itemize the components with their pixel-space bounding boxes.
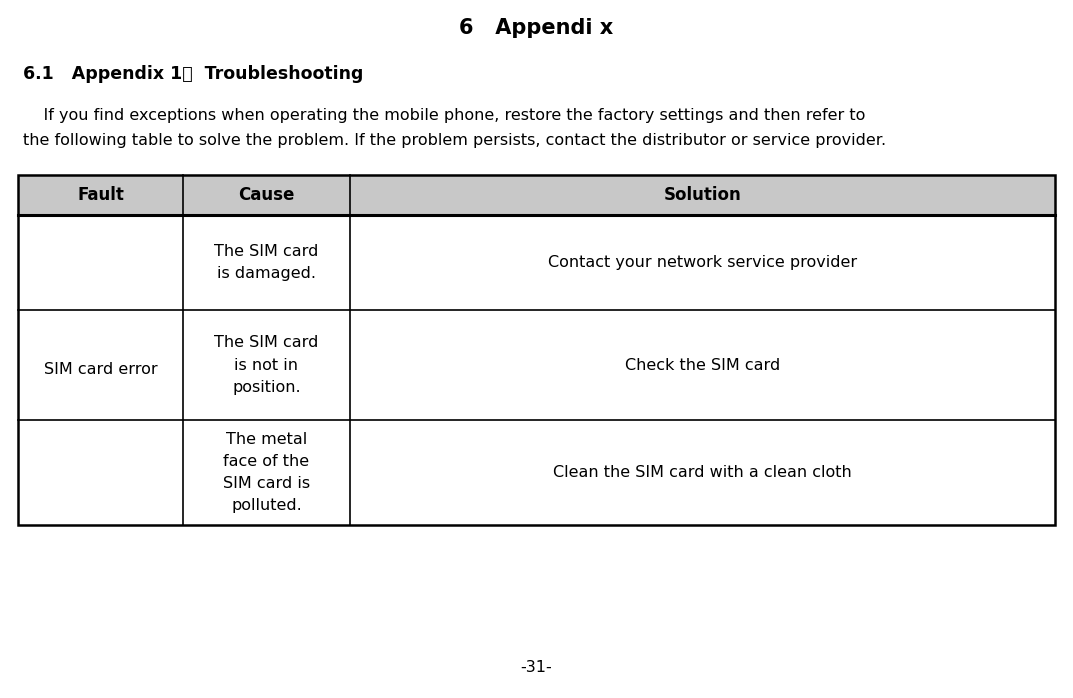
- Text: 6   Appendi x: 6 Appendi x: [459, 18, 614, 38]
- Text: The SIM card
is not in
position.: The SIM card is not in position.: [215, 335, 319, 394]
- Text: -31-: -31-: [520, 660, 553, 675]
- Text: Solution: Solution: [663, 186, 741, 204]
- Text: If you find exceptions when operating the mobile phone, restore the factory sett: If you find exceptions when operating th…: [23, 108, 866, 123]
- Text: The metal
face of the
SIM card is
polluted.: The metal face of the SIM card is pollut…: [223, 431, 310, 513]
- Text: Contact your network service provider: Contact your network service provider: [548, 255, 857, 270]
- Text: The SIM card
is damaged.: The SIM card is damaged.: [215, 244, 319, 281]
- Text: Clean the SIM card with a clean cloth: Clean the SIM card with a clean cloth: [553, 465, 852, 480]
- Text: 6.1   Appendix 1：  Troubleshooting: 6.1 Appendix 1： Troubleshooting: [23, 65, 364, 83]
- Text: SIM card error: SIM card error: [44, 362, 158, 378]
- Text: Check the SIM card: Check the SIM card: [624, 357, 780, 373]
- Bar: [18, 175, 1055, 525]
- Text: the following table to solve the problem. If the problem persists, contact the d: the following table to solve the problem…: [23, 133, 886, 148]
- Text: Fault: Fault: [77, 186, 124, 204]
- Bar: [18, 175, 1055, 215]
- Text: Cause: Cause: [238, 186, 295, 204]
